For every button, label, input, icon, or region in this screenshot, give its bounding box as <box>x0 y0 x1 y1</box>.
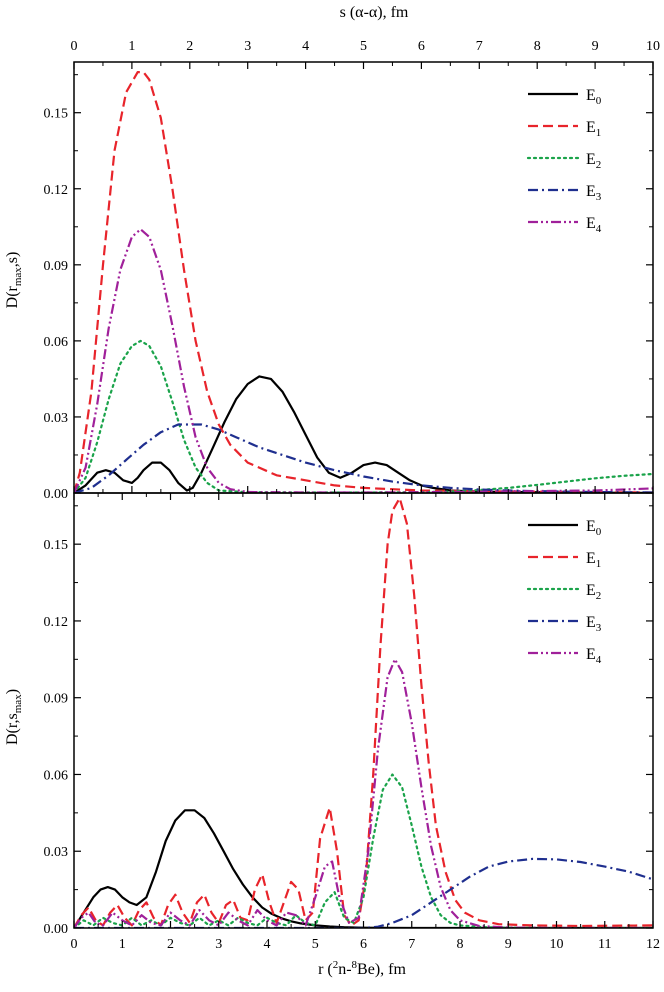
bottom-xtick-label: 1 <box>119 937 126 952</box>
bottom-xaxis-title: r (2n-8Be), fm <box>318 959 406 978</box>
bottom-xtick-label: 6 <box>360 937 367 952</box>
bottom-series-E2 <box>74 773 653 928</box>
bottom-ytick-label: 0.09 <box>44 692 69 707</box>
top-series-E4 <box>74 228 653 493</box>
top-xtick-label: 8 <box>534 39 541 54</box>
top-yaxis-title-sub: max <box>12 267 24 286</box>
bottom-series-E4 <box>74 658 653 928</box>
top-legend-label-E4: E4 <box>586 215 602 235</box>
top-legend: E0 E1 E2 E3 E4 <box>526 87 602 235</box>
top-legend-label-E2: E2 <box>586 151 601 171</box>
top-xtick-label: 10 <box>646 39 660 54</box>
bottom-xaxis-title-part-1: 2 <box>333 959 339 971</box>
top-xtick-label: 3 <box>244 39 251 54</box>
bottom-xaxis-title-part-3: 8 <box>352 959 358 971</box>
top-legend-label-E3: E3 <box>586 183 602 203</box>
bottom-xtick-label: 9 <box>505 937 512 952</box>
bottom-legend-label-E2: E2 <box>586 582 601 602</box>
bottom-xtick-label: 12 <box>646 937 660 952</box>
top-xtick-label: 2 <box>186 39 193 54</box>
bottom-yaxis-title-main: D(r,s <box>4 713 21 745</box>
bottom-legend-label-E3: E3 <box>586 614 602 634</box>
top-series-E0 <box>74 375 653 493</box>
bottom-yaxis-title-sub: max <box>12 694 24 713</box>
top-ytick-label: 0.06 <box>44 335 69 350</box>
top-ytick-label: 0.09 <box>44 259 69 274</box>
bottom-legend-label-E1: E1 <box>586 550 601 570</box>
top-yaxis-title-tail: ,s) <box>4 252 21 268</box>
top-series-E2 <box>74 339 653 493</box>
top-ytick-label: 0.00 <box>44 487 69 502</box>
top-xtick-label: 4 <box>302 39 309 54</box>
bottom-series-E1 <box>74 497 653 928</box>
top-series-E1 <box>74 70 653 493</box>
top-series-E3 <box>74 423 653 493</box>
top-xtick-label: 9 <box>592 39 599 54</box>
top-xtick-label: 6 <box>418 39 425 54</box>
top-yaxis-title: D(rmax,s) <box>4 252 24 309</box>
top-yaxis-title-main: D(r <box>4 285 21 308</box>
top-xtick-label: 5 <box>360 39 367 54</box>
bottom-legend-label-E0: E0 <box>586 518 602 538</box>
top-xtick-label: 7 <box>476 39 483 54</box>
bottom-legend: E0 E1 E2 E3 E4 <box>526 518 602 666</box>
bottom-xtick-label: 8 <box>457 937 464 952</box>
bottom-ytick-label: 0.00 <box>44 922 69 937</box>
bottom-legend-label-E4: E4 <box>586 646 602 666</box>
bottom-ytick-label: 0.15 <box>44 538 69 553</box>
top-legend-label-E0: E0 <box>586 87 602 107</box>
bottom-panel: 0 1 2 3 4 5 6 7 8 9 10 11 120.000.030.060.090.120.15… <box>44 492 660 952</box>
bottom-series-E3 <box>74 857 653 928</box>
bottom-xaxis-title-part-0: r ( <box>318 961 333 978</box>
bottom-yaxis-title: D(r,smax) <box>4 689 24 745</box>
top-legend-label-E1: E1 <box>586 119 601 139</box>
top-xtick-label: 0 <box>71 39 78 54</box>
top-xtick-label: 1 <box>128 39 135 54</box>
bottom-xtick-label: 3 <box>215 937 222 952</box>
bottom-ytick-label: 0.03 <box>44 845 69 860</box>
bottom-xtick-label: 2 <box>167 937 174 952</box>
bottom-ytick-label: 0.06 <box>44 768 69 783</box>
top-ytick-label: 0.03 <box>44 411 69 426</box>
bottom-xtick-label: 0 <box>71 937 78 952</box>
bottom-xtick-label: 5 <box>312 937 319 952</box>
bottom-plot-frame <box>73 492 654 929</box>
bottom-xaxis-title-part-2: n- <box>338 961 351 978</box>
bottom-xtick-label: 4 <box>264 937 271 952</box>
top-panel: 0 1 2 3 4 5 6 7 8 9 10 0.00 0.03 0.06 0.09 0.12 0.15 E0 E1… <box>44 39 661 502</box>
bottom-xaxis-title-part-4: Be), fm <box>357 961 406 978</box>
bottom-xtick-label: 11 <box>598 937 611 952</box>
bottom-xtick-label: 10 <box>550 937 564 952</box>
bottom-series-E0 <box>74 809 653 928</box>
bottom-ytick-label: 0.12 <box>44 615 69 630</box>
top-ytick-label: 0.12 <box>44 183 69 198</box>
top-ytick-label: 0.15 <box>44 107 69 122</box>
bottom-xtick-label: 7 <box>408 937 415 952</box>
bottom-yaxis-title-tail: ) <box>4 689 21 694</box>
top-xaxis-title: s (α-α), fm <box>340 4 409 21</box>
